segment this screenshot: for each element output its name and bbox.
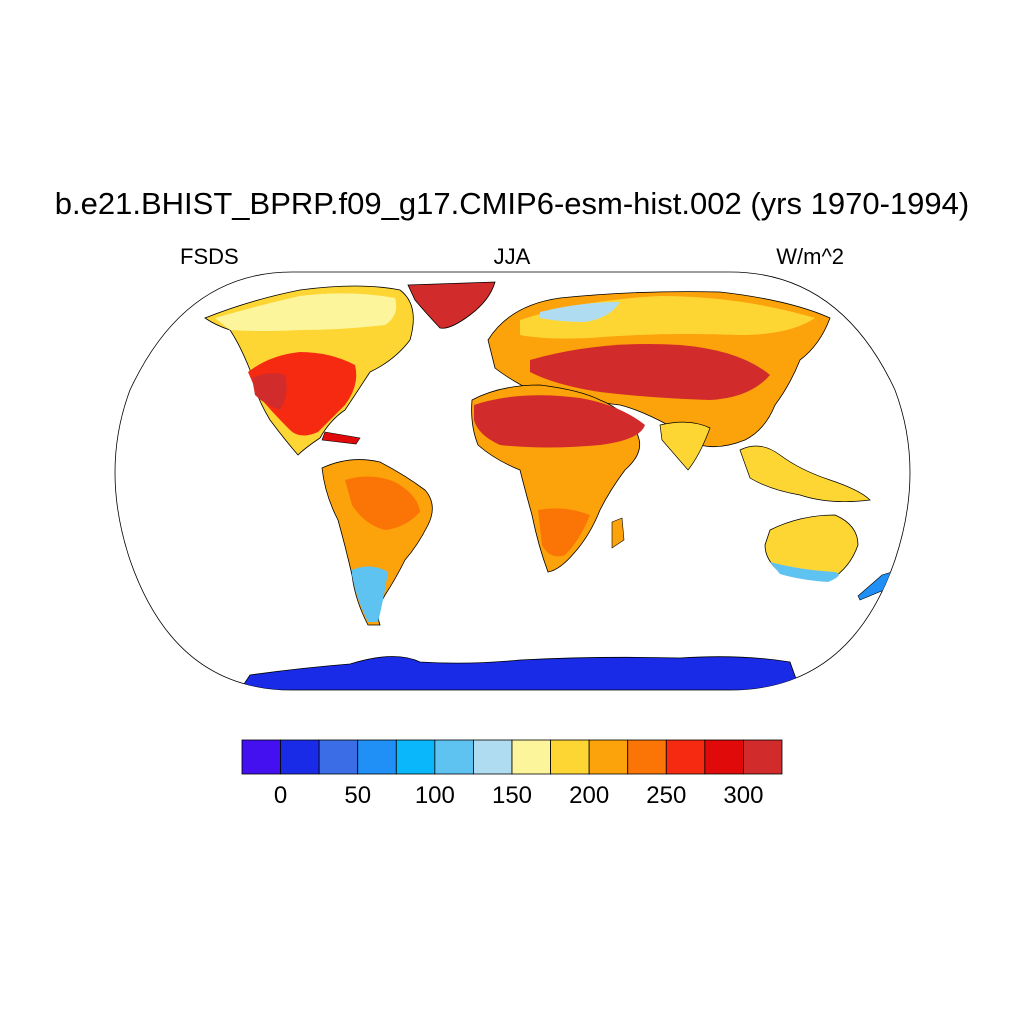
colorbar bbox=[241, 739, 783, 775]
us-southwest-hot bbox=[252, 373, 287, 410]
madagascar-land bbox=[611, 517, 625, 549]
colorbar-swatch bbox=[704, 739, 744, 775]
colorbar-swatch bbox=[241, 739, 281, 775]
patagonia-field bbox=[352, 566, 388, 622]
colorbar-swatch bbox=[550, 739, 590, 775]
australia-south-cool bbox=[770, 562, 839, 582]
colorbar-swatch bbox=[280, 739, 320, 775]
north-america-arctic bbox=[215, 293, 397, 331]
colorbar-swatch bbox=[473, 739, 513, 775]
greenland-land bbox=[407, 281, 496, 329]
sahara-field bbox=[474, 395, 645, 448]
season-label: JJA bbox=[493, 244, 531, 269]
colorbar-tick-label: 300 bbox=[723, 782, 764, 809]
southern-africa-field bbox=[538, 508, 590, 557]
colorbar-swatch bbox=[627, 739, 667, 775]
amazon-field bbox=[345, 476, 420, 530]
plot-title: b.e21.BHIST_BPRP.f09_g17.CMIP6-esm-hist.… bbox=[54, 186, 970, 221]
india-land bbox=[659, 421, 711, 471]
colorbar-swatch bbox=[434, 739, 474, 775]
colorbar-tick-label: 200 bbox=[569, 782, 610, 809]
siberia-cool bbox=[540, 302, 620, 322]
colorbar-swatch bbox=[511, 739, 551, 775]
colorbar-tick-label: 100 bbox=[414, 782, 455, 809]
colorbar-swatch bbox=[318, 739, 359, 775]
colorbar-swatch bbox=[665, 739, 706, 775]
variable-label: FSDS bbox=[180, 244, 239, 269]
colorbar-tick-label: 50 bbox=[344, 782, 372, 809]
colorbar-swatch bbox=[588, 739, 629, 775]
colorbar-tick-label: 0 bbox=[273, 782, 288, 809]
colorbar-tick-label: 150 bbox=[491, 782, 533, 809]
colorbar-tick-label: 250 bbox=[646, 782, 687, 809]
units-label: W/m^2 bbox=[776, 244, 844, 269]
colorbar-swatch bbox=[743, 739, 783, 775]
colorbar-swatch bbox=[395, 739, 436, 775]
land-fields bbox=[204, 281, 893, 690]
caribbean-islands bbox=[321, 431, 361, 445]
north-america-hot bbox=[248, 352, 357, 436]
southeast-asia-land bbox=[739, 445, 871, 503]
central-asia-hot bbox=[530, 344, 770, 400]
colorbar-swatch bbox=[357, 739, 397, 775]
new-zealand-land bbox=[857, 571, 893, 601]
antarctica-land bbox=[239, 656, 801, 690]
